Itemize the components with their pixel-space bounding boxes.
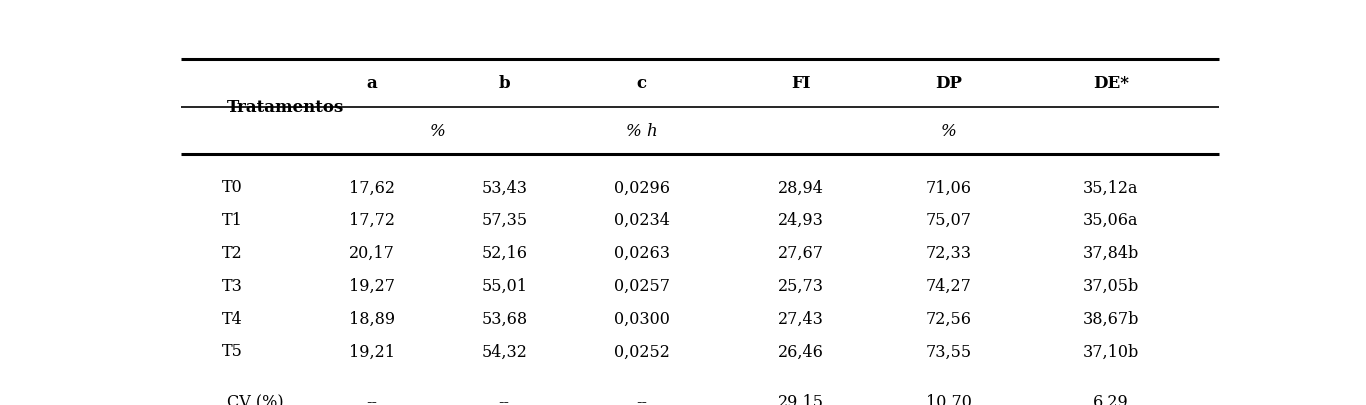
Text: 37,10b: 37,10b bbox=[1083, 343, 1139, 360]
Text: a: a bbox=[366, 75, 377, 92]
Text: --: -- bbox=[637, 393, 647, 405]
Text: 6,29: 6,29 bbox=[1093, 393, 1128, 405]
Text: 26,46: 26,46 bbox=[777, 343, 824, 360]
Text: Tratamentos: Tratamentos bbox=[227, 98, 344, 115]
Text: 52,16: 52,16 bbox=[481, 244, 527, 261]
Text: 71,06: 71,06 bbox=[926, 179, 971, 196]
Text: 72,56: 72,56 bbox=[926, 310, 971, 327]
Text: 38,67b: 38,67b bbox=[1083, 310, 1139, 327]
Text: DP: DP bbox=[936, 75, 962, 92]
Text: 74,27: 74,27 bbox=[926, 277, 971, 294]
Text: 17,62: 17,62 bbox=[348, 179, 395, 196]
Text: 27,67: 27,67 bbox=[777, 244, 824, 261]
Text: 20,17: 20,17 bbox=[348, 244, 395, 261]
Text: 27,43: 27,43 bbox=[777, 310, 824, 327]
Text: 0,0257: 0,0257 bbox=[613, 277, 669, 294]
Text: 18,89: 18,89 bbox=[348, 310, 395, 327]
Text: T0: T0 bbox=[221, 179, 243, 196]
Text: 24,93: 24,93 bbox=[777, 212, 824, 228]
Text: DE*: DE* bbox=[1093, 75, 1128, 92]
Text: 53,43: 53,43 bbox=[481, 179, 527, 196]
Text: 17,72: 17,72 bbox=[348, 212, 395, 228]
Text: T4: T4 bbox=[221, 310, 243, 327]
Text: 29,15: 29,15 bbox=[777, 393, 824, 405]
Text: 25,73: 25,73 bbox=[777, 277, 824, 294]
Text: T5: T5 bbox=[221, 343, 243, 360]
Text: 35,06a: 35,06a bbox=[1083, 212, 1139, 228]
Text: 0,0296: 0,0296 bbox=[613, 179, 669, 196]
Text: %: % bbox=[430, 123, 445, 140]
Text: % h: % h bbox=[626, 123, 657, 140]
Text: 57,35: 57,35 bbox=[481, 212, 527, 228]
Text: --: -- bbox=[499, 393, 510, 405]
Text: 37,84b: 37,84b bbox=[1083, 244, 1139, 261]
Text: 72,33: 72,33 bbox=[926, 244, 971, 261]
Text: 53,68: 53,68 bbox=[481, 310, 527, 327]
Text: %: % bbox=[941, 123, 956, 140]
Text: T3: T3 bbox=[221, 277, 243, 294]
Text: 37,05b: 37,05b bbox=[1083, 277, 1139, 294]
Text: 19,21: 19,21 bbox=[348, 343, 395, 360]
Text: FI: FI bbox=[791, 75, 810, 92]
Text: 35,12a: 35,12a bbox=[1083, 179, 1139, 196]
Text: 0,0263: 0,0263 bbox=[613, 244, 669, 261]
Text: 10,70: 10,70 bbox=[926, 393, 971, 405]
Text: T2: T2 bbox=[221, 244, 243, 261]
Text: 75,07: 75,07 bbox=[926, 212, 971, 228]
Text: 0,0252: 0,0252 bbox=[613, 343, 669, 360]
Text: 0,0234: 0,0234 bbox=[613, 212, 669, 228]
Text: 28,94: 28,94 bbox=[777, 179, 824, 196]
Text: 19,27: 19,27 bbox=[348, 277, 395, 294]
Text: 54,32: 54,32 bbox=[481, 343, 527, 360]
Text: CV (%): CV (%) bbox=[227, 393, 284, 405]
Text: --: -- bbox=[366, 393, 377, 405]
Text: 55,01: 55,01 bbox=[481, 277, 527, 294]
Text: T1: T1 bbox=[221, 212, 243, 228]
Text: c: c bbox=[637, 75, 647, 92]
Text: 0,0300: 0,0300 bbox=[613, 310, 669, 327]
Text: 73,55: 73,55 bbox=[926, 343, 973, 360]
Text: b: b bbox=[499, 75, 510, 92]
